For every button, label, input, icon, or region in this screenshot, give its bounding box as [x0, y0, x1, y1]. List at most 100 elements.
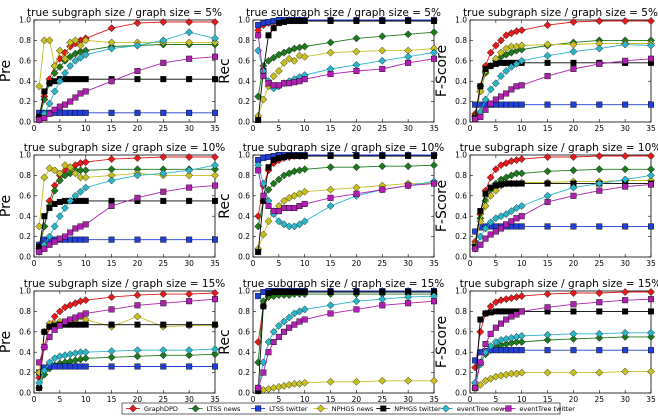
data-point: [270, 25, 277, 32]
data-point: [648, 347, 655, 354]
data-point: [327, 194, 334, 201]
data-point: [185, 351, 194, 360]
data-point: [270, 208, 277, 215]
data-point: [543, 290, 552, 298]
data-point: [159, 346, 168, 355]
data-point: [274, 321, 283, 330]
data-point: [108, 321, 115, 328]
data-point: [160, 109, 167, 116]
data-point: [621, 175, 630, 184]
data-point: [486, 85, 495, 94]
data-point: [492, 324, 499, 331]
series-eventtree-twitter: [255, 298, 438, 391]
legend-label: eventTree news: [457, 405, 509, 413]
data-point: [260, 155, 267, 162]
data-point: [503, 221, 510, 228]
data-point: [492, 101, 499, 108]
data-point: [265, 349, 272, 356]
legend-item-eventtree-news: eventTree news: [438, 404, 509, 413]
y-tick-label: 0.0: [19, 253, 31, 262]
data-point: [508, 313, 515, 320]
data-point: [71, 56, 80, 65]
data-point: [185, 171, 194, 180]
data-point: [260, 192, 267, 199]
y-tick-label: 0.4: [238, 212, 250, 221]
data-point: [134, 109, 141, 116]
data-point: [186, 109, 193, 116]
data-point: [507, 207, 516, 215]
data-point: [211, 363, 218, 370]
data-point: [544, 198, 551, 205]
data-point: [378, 46, 387, 55]
legend-item-ltss-twitter: LTSS twitter: [251, 405, 308, 413]
data-point: [286, 205, 293, 212]
y-tick-label: 0.0: [455, 389, 467, 398]
data-point: [300, 42, 309, 51]
data-point: [265, 80, 272, 87]
data-point: [647, 171, 655, 180]
data-point: [508, 180, 515, 187]
data-point: [491, 165, 500, 174]
data-point: [260, 73, 267, 80]
data-point: [211, 109, 218, 116]
data-point: [82, 109, 89, 116]
data-point: [513, 215, 520, 222]
data-point: [186, 76, 193, 83]
data-point: [477, 241, 484, 248]
data-point: [134, 76, 141, 83]
x-tick-label: 25: [595, 124, 605, 133]
data-point: [160, 59, 167, 66]
data-point: [185, 166, 194, 175]
data-point: [647, 17, 655, 25]
data-point: [518, 180, 525, 187]
data-point: [647, 333, 655, 341]
x-tick-label: 5: [493, 259, 498, 268]
x-tick-label: 30: [184, 124, 194, 133]
legend-marker: [505, 405, 512, 412]
data-point: [291, 289, 298, 296]
data-point: [486, 218, 495, 227]
data-point: [41, 213, 48, 220]
data-point: [281, 154, 288, 161]
data-point: [498, 59, 505, 66]
data-point: [255, 384, 262, 391]
data-point: [211, 34, 219, 43]
data-point: [502, 210, 511, 219]
legend: GraphDPD LTSS news LTSS twitter NPHGS news N…: [121, 402, 575, 415]
data-point: [353, 153, 360, 160]
series-eventtree-twitter: [36, 53, 218, 123]
data-point: [517, 26, 526, 35]
data-point: [518, 213, 525, 220]
x-tick-label: 25: [378, 395, 388, 404]
data-point: [486, 173, 495, 182]
data-point: [326, 185, 335, 194]
series-nphgs-news: [471, 367, 655, 393]
data-point: [596, 101, 603, 108]
data-point: [55, 46, 64, 55]
data-point: [280, 317, 288, 326]
x-tick-label: 30: [620, 395, 630, 404]
data-point: [544, 304, 551, 311]
data-point: [186, 184, 193, 191]
subplot-title: true subgraph size / graph size = 5%: [246, 7, 441, 19]
data-point: [185, 38, 194, 47]
data-point: [77, 76, 84, 83]
x-tick-label: 5: [276, 124, 281, 133]
data-point: [185, 18, 194, 26]
data-point: [481, 224, 490, 233]
data-point: [508, 218, 515, 225]
data-point: [291, 153, 298, 160]
data-point: [211, 38, 219, 47]
y-tick-label: 0.4: [19, 212, 31, 221]
data-point: [621, 17, 630, 25]
series-graphdpd: [471, 17, 655, 118]
data-point: [621, 288, 630, 296]
x-tick-label: 10: [300, 395, 310, 404]
data-point: [405, 153, 412, 160]
data-point: [326, 301, 335, 310]
data-point: [487, 62, 494, 69]
data-point: [648, 308, 655, 315]
legend-marker: [255, 405, 262, 412]
data-point: [108, 363, 115, 370]
data-point: [82, 310, 89, 317]
